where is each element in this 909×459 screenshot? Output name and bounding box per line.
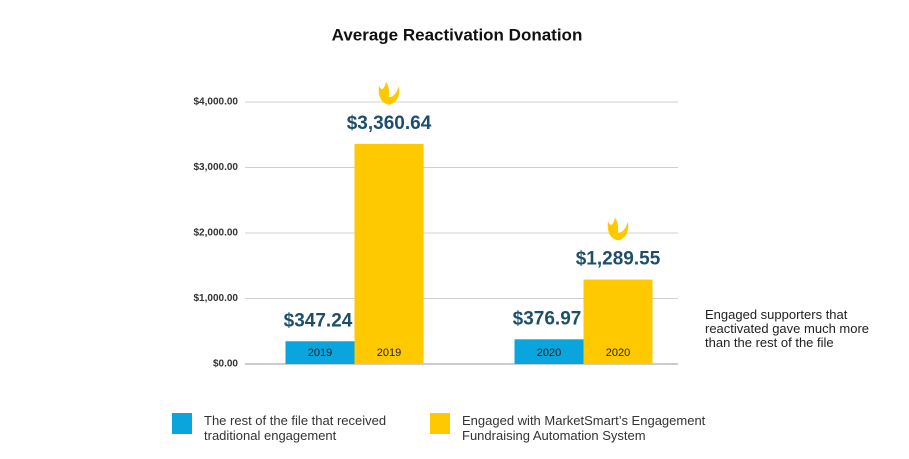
value-label: $376.97 bbox=[513, 308, 582, 329]
flame-icon bbox=[607, 217, 629, 241]
legend-item: Engaged with MarketSmart’s Engagement Fu… bbox=[430, 413, 730, 443]
y-tick-label: $3,000.00 bbox=[194, 162, 239, 173]
legend-swatch bbox=[430, 413, 450, 434]
bar bbox=[354, 143, 424, 364]
legend-label: Engaged with MarketSmart’s Engagement Fu… bbox=[462, 413, 706, 443]
legend-item: The rest of the file that received tradi… bbox=[172, 413, 412, 443]
category-label: 2019 bbox=[377, 347, 401, 359]
y-tick-label: $0.00 bbox=[213, 359, 238, 370]
value-label: $1,289.55 bbox=[576, 249, 661, 270]
category-label: 2020 bbox=[537, 347, 561, 359]
chart-title: Average Reactivation Donation bbox=[332, 25, 583, 44]
legend-swatch bbox=[172, 413, 192, 434]
y-tick-label: $4,000.00 bbox=[194, 97, 239, 108]
bar bbox=[514, 339, 584, 364]
bar bbox=[583, 279, 653, 364]
value-label: $347.24 bbox=[284, 310, 353, 331]
y-tick-label: $2,000.00 bbox=[194, 228, 239, 239]
bar bbox=[285, 341, 355, 364]
flame-icon bbox=[378, 81, 400, 105]
category-label: 2019 bbox=[308, 347, 332, 359]
legend-label: The rest of the file that received tradi… bbox=[204, 413, 387, 443]
annotation: Engaged supporters that reactivated gave… bbox=[705, 307, 870, 350]
y-tick-label: $1,000.00 bbox=[194, 293, 239, 304]
value-label: $3,360.64 bbox=[347, 113, 432, 134]
category-label: 2020 bbox=[606, 347, 630, 359]
